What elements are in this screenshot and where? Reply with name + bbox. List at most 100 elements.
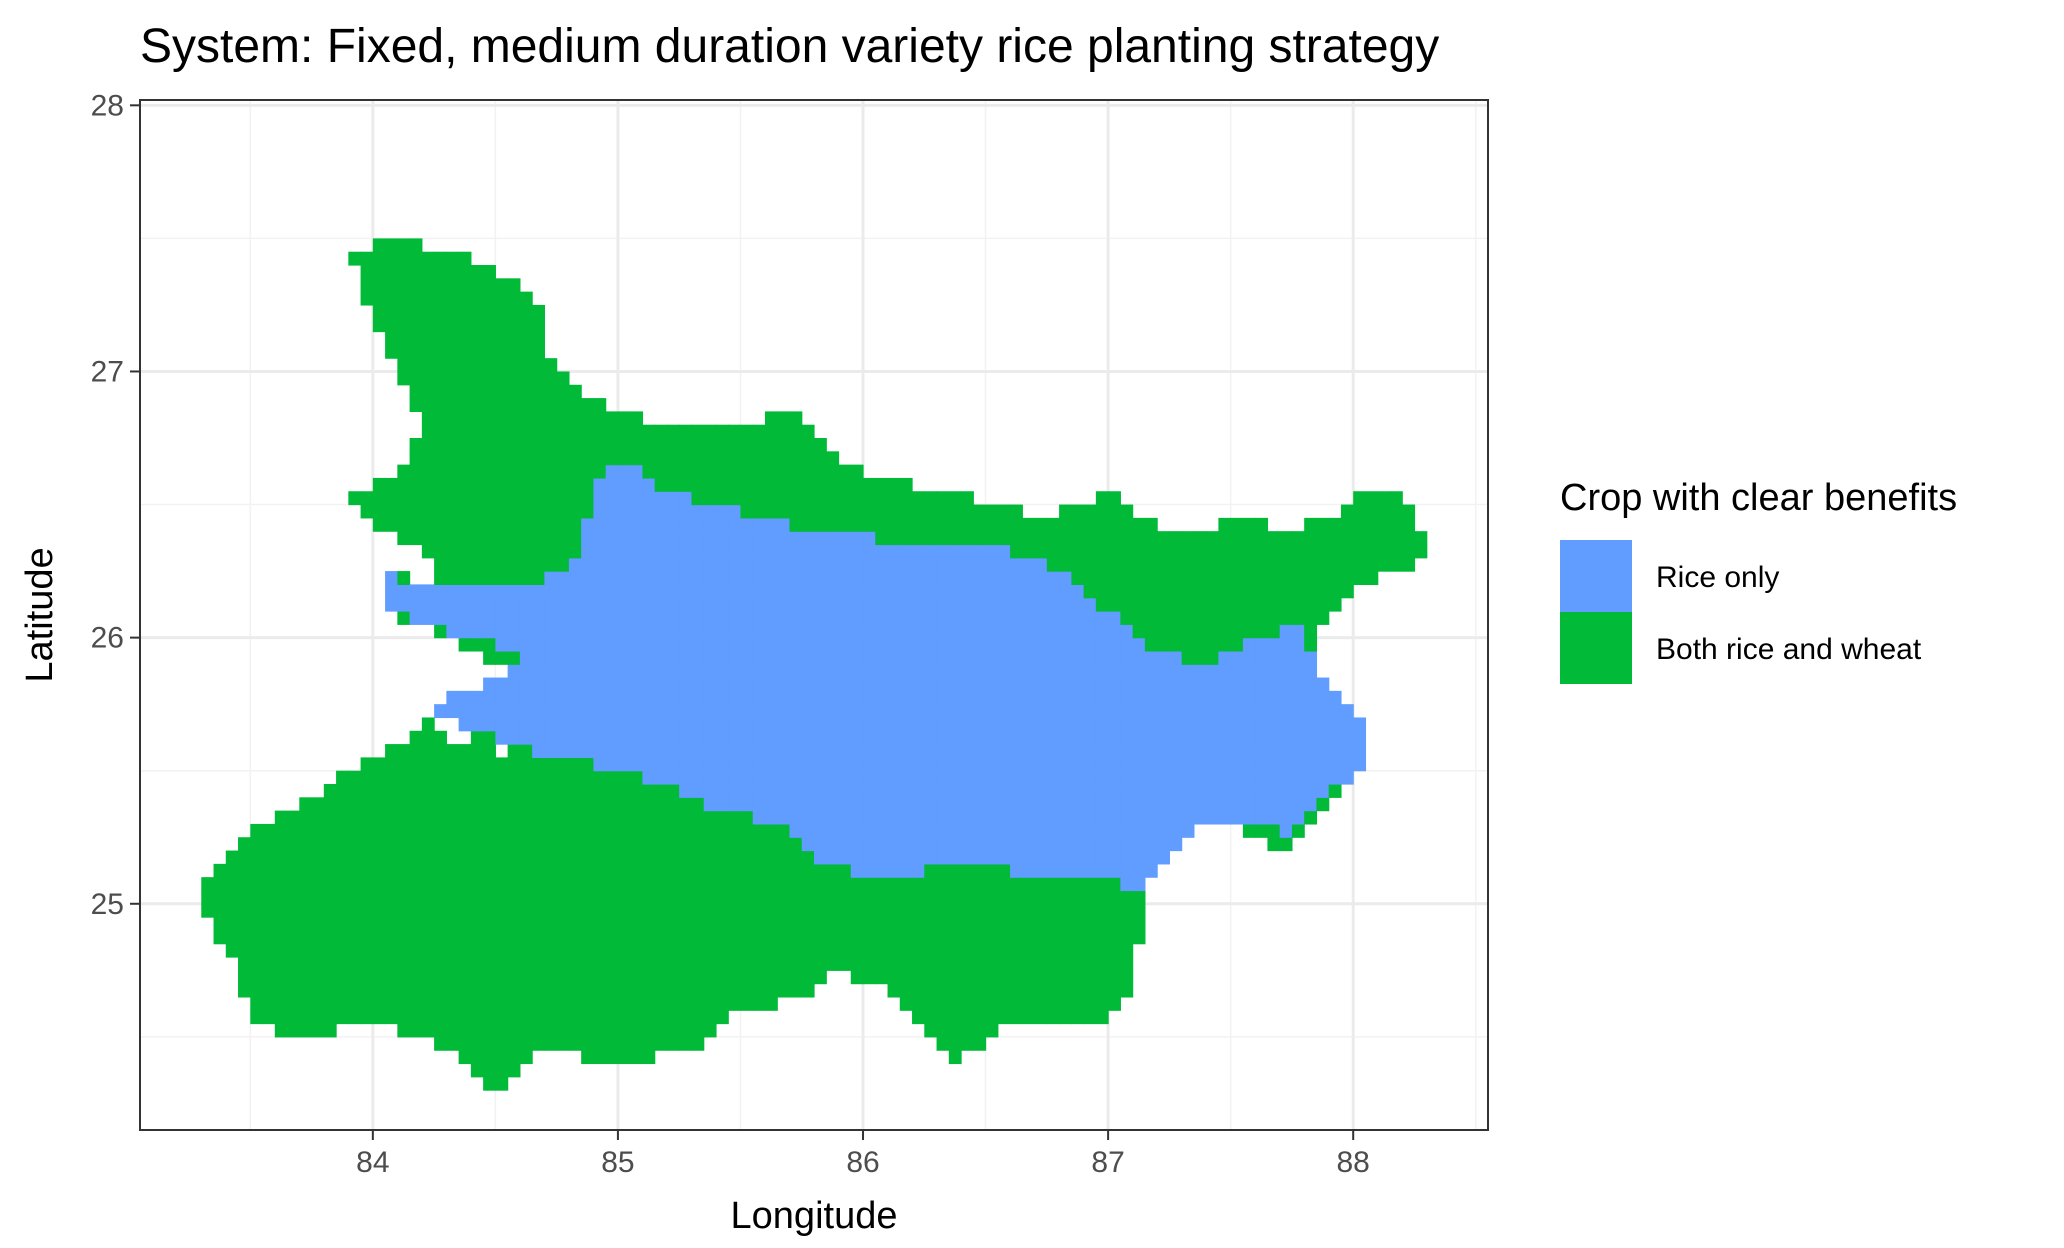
both-rice-and-wheat-cell <box>1010 930 1023 945</box>
both-rice-and-wheat-cell <box>519 903 533 918</box>
both-rice-and-wheat-cell <box>556 531 570 546</box>
rice-only-cell <box>1242 650 1256 665</box>
rice-only-cell <box>1181 823 1195 838</box>
rice-only-cell <box>703 504 717 519</box>
both-rice-and-wheat-cell <box>764 411 778 426</box>
rice-only-cell <box>1279 624 1293 639</box>
both-rice-and-wheat-cell <box>532 983 545 998</box>
both-rice-and-wheat-cell <box>446 531 460 546</box>
both-rice-and-wheat-cell <box>814 890 827 905</box>
rice-only-cell <box>997 797 1011 812</box>
both-rice-and-wheat-cell <box>568 837 582 852</box>
both-rice-and-wheat-cell <box>238 837 251 852</box>
both-rice-and-wheat-cell <box>642 890 656 905</box>
both-rice-and-wheat-cell <box>470 1036 484 1051</box>
both-rice-and-wheat-cell <box>299 903 313 918</box>
both-rice-and-wheat-cell <box>446 877 460 892</box>
both-rice-and-wheat-cell <box>1083 983 1097 998</box>
both-rice-and-wheat-cell <box>238 890 251 905</box>
both-rice-and-wheat-cell <box>887 491 901 506</box>
both-rice-and-wheat-cell <box>1304 597 1318 612</box>
rice-only-cell <box>1193 664 1207 679</box>
both-rice-and-wheat-cell <box>421 544 435 559</box>
both-rice-and-wheat-cell <box>1095 584 1109 599</box>
both-rice-and-wheat-cell <box>446 517 460 532</box>
rice-only-cell <box>863 664 876 679</box>
both-rice-and-wheat-cell <box>519 957 533 971</box>
both-rice-and-wheat-cell <box>360 784 374 798</box>
both-rice-and-wheat-cell <box>752 438 766 452</box>
rice-only-cell <box>1267 770 1281 785</box>
both-rice-and-wheat-cell <box>336 810 349 825</box>
both-rice-and-wheat-cell <box>1108 491 1121 506</box>
rice-only-cell <box>850 704 864 719</box>
both-rice-and-wheat-cell <box>1242 624 1256 639</box>
both-rice-and-wheat-cell <box>385 504 398 519</box>
rice-only-cell <box>985 757 999 772</box>
rice-only-cell <box>519 597 533 612</box>
rice-only-cell <box>1304 757 1318 772</box>
rice-only-cell <box>1132 850 1146 865</box>
both-rice-and-wheat-cell <box>593 837 607 852</box>
both-rice-and-wheat-cell <box>764 863 778 878</box>
rice-only-cell <box>1095 810 1109 825</box>
both-rice-and-wheat-cell <box>495 477 509 492</box>
both-rice-and-wheat-cell <box>532 823 545 838</box>
rice-only-cell <box>1304 770 1318 785</box>
rice-only-cell <box>912 850 925 865</box>
both-rice-and-wheat-cell <box>1022 531 1036 546</box>
rice-only-cell <box>801 837 815 852</box>
both-rice-and-wheat-cell <box>961 504 974 519</box>
both-rice-and-wheat-cell <box>1046 531 1060 546</box>
both-rice-and-wheat-cell <box>507 850 521 865</box>
both-rice-and-wheat-cell <box>519 996 533 1011</box>
rice-only-cell <box>1230 757 1244 772</box>
both-rice-and-wheat-cell <box>372 1010 386 1025</box>
both-rice-and-wheat-cell <box>434 863 447 878</box>
rice-only-cell <box>1022 557 1036 572</box>
rice-only-cell <box>801 571 815 585</box>
both-rice-and-wheat-cell <box>568 477 582 492</box>
rice-only-cell <box>801 677 815 692</box>
both-rice-and-wheat-cell <box>568 1010 582 1025</box>
both-rice-and-wheat-cell <box>458 637 472 652</box>
rice-only-cell <box>1157 837 1170 852</box>
both-rice-and-wheat-cell <box>323 863 337 878</box>
both-rice-and-wheat-cell <box>544 504 558 519</box>
rice-only-cell <box>1267 664 1281 679</box>
rice-only-cell <box>838 544 852 559</box>
both-rice-and-wheat-cell <box>679 903 693 918</box>
rice-only-cell <box>838 850 852 865</box>
rice-only-cell <box>740 544 754 559</box>
both-rice-and-wheat-cell <box>1083 1010 1097 1025</box>
both-rice-and-wheat-cell <box>961 930 974 945</box>
rice-only-cell <box>495 624 509 639</box>
both-rice-and-wheat-cell <box>691 970 705 985</box>
rice-only-cell <box>617 717 631 732</box>
rice-only-cell <box>899 611 913 625</box>
both-rice-and-wheat-cell <box>654 957 668 971</box>
both-rice-and-wheat-cell <box>495 1050 509 1065</box>
rice-only-cell <box>814 611 827 625</box>
rice-only-cell <box>642 770 656 785</box>
rice-only-cell <box>470 690 484 705</box>
rice-only-cell <box>1255 664 1269 679</box>
rice-only-cell <box>544 650 558 665</box>
both-rice-and-wheat-cell <box>581 837 595 852</box>
both-rice-and-wheat-cell <box>850 464 864 479</box>
rice-only-cell <box>1218 784 1232 798</box>
rice-only-cell <box>1022 823 1036 838</box>
both-rice-and-wheat-cell <box>1267 624 1281 639</box>
both-rice-and-wheat-cell <box>262 823 276 838</box>
both-rice-and-wheat-cell <box>924 504 938 519</box>
rice-only-cell <box>936 823 950 838</box>
both-rice-and-wheat-cell <box>434 744 447 758</box>
rice-only-cell <box>679 557 693 572</box>
rice-only-cell <box>850 584 864 599</box>
both-rice-and-wheat-cell <box>777 438 791 452</box>
both-rice-and-wheat-cell <box>703 890 717 905</box>
both-rice-and-wheat-cell <box>532 863 545 878</box>
both-rice-and-wheat-cell <box>544 371 558 386</box>
both-rice-and-wheat-cell <box>434 1023 447 1038</box>
rice-only-cell <box>764 677 778 692</box>
